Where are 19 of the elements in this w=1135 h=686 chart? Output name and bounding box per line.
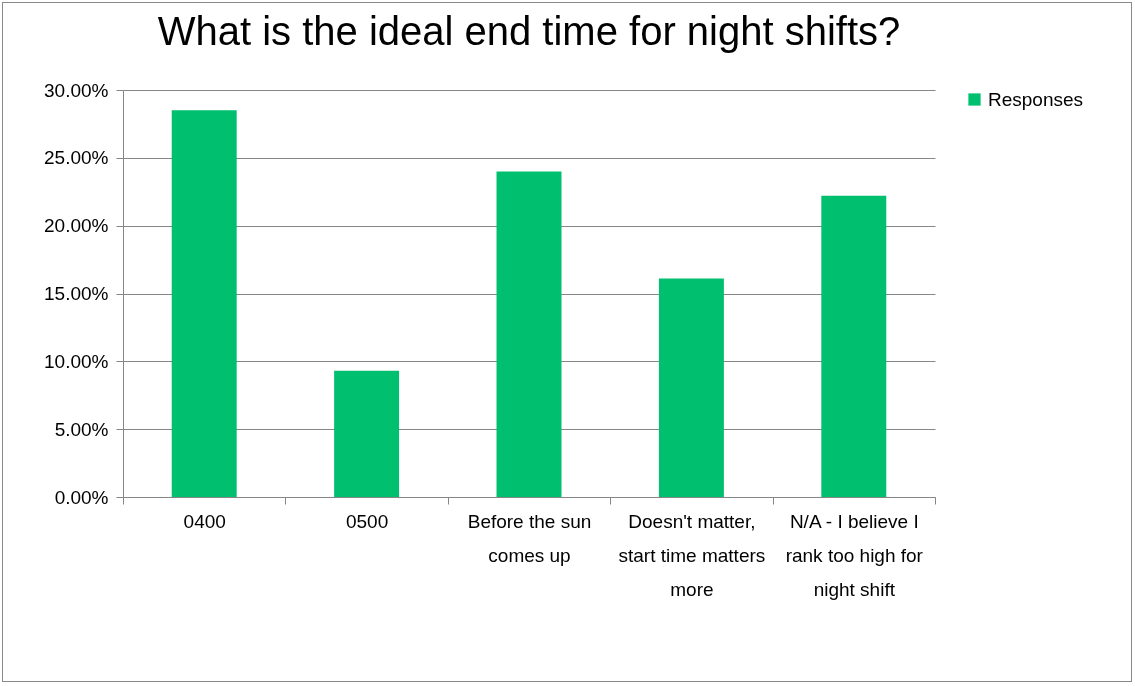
bar bbox=[496, 171, 562, 497]
chart-title: What is the ideal end time for night shifts? bbox=[157, 9, 901, 53]
y-tick-label: 10.00% bbox=[44, 350, 109, 372]
bar bbox=[171, 110, 237, 497]
x-tick-label: 0400 bbox=[183, 510, 226, 532]
bar bbox=[658, 278, 724, 497]
x-tick-label: Doesn't matter, start time matters more bbox=[618, 510, 766, 600]
x-tick-label: Before the sun comes up bbox=[467, 510, 592, 566]
x-tick-label: 0500 bbox=[345, 510, 389, 532]
y-tick-label: 0.00% bbox=[54, 486, 109, 508]
y-tick-label: 25.00% bbox=[44, 147, 109, 169]
y-tick-label: 15.00% bbox=[44, 283, 109, 304]
bar bbox=[821, 195, 887, 497]
y-tick-label: 5.00% bbox=[54, 418, 109, 440]
y-tick-label: 20.00% bbox=[44, 215, 109, 237]
bar bbox=[334, 370, 400, 497]
x-tick-label: N/A - I believe I rank too high for night shift bbox=[785, 510, 924, 600]
legend-label: Responses bbox=[988, 88, 1084, 110]
y-tick-label: 30.00% bbox=[44, 79, 109, 101]
